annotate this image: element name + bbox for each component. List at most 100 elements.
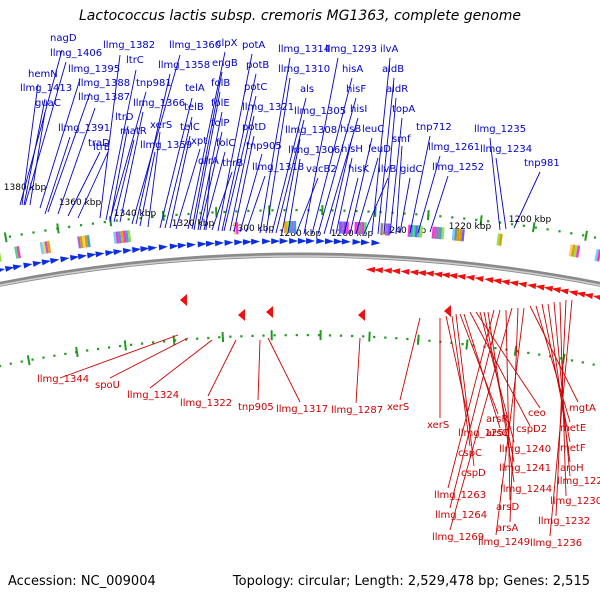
outer-dot (127, 218, 130, 221)
forward-label-group: ilvA (371, 44, 398, 235)
reverse-label-group: llmg_1236 (530, 299, 582, 549)
forward-gene-label: folE (211, 98, 230, 109)
scale-tick-label: 1300 kbp (232, 224, 275, 234)
feature-block (594, 248, 600, 262)
inner-dot (328, 334, 332, 337)
reverse-leader-line (257, 339, 261, 401)
inner-dot (538, 353, 541, 356)
forward-gene-label: folP (211, 118, 229, 129)
inner-dot (549, 355, 552, 358)
outer-dot (487, 220, 490, 223)
forward-gene-arrow (333, 238, 343, 245)
reverse-gene-arrow (365, 266, 376, 273)
inner-dot (527, 351, 530, 354)
forward-gene-arrow (186, 242, 196, 249)
inner-dot (141, 342, 144, 345)
forward-label-group: llmg_1395 (39, 64, 120, 209)
forward-gene-label: tnp981 (136, 78, 172, 89)
forward-gene-label: dfrA (198, 156, 219, 167)
reverse-leader-line (463, 313, 501, 429)
forward-gene-label: llmg_1388 (78, 78, 130, 89)
outer-dot (247, 209, 250, 212)
reverse-leader-line (475, 311, 541, 409)
reverse-gene-label: llmg_1240 (499, 444, 551, 455)
outer-dot (499, 221, 502, 224)
outer-dot (331, 209, 334, 212)
outer-dot (582, 234, 585, 237)
reverse-gene-arrow (551, 287, 561, 294)
reverse-gene-arrow (440, 272, 450, 279)
forward-leader-line (329, 137, 353, 235)
forward-leader-line (371, 57, 391, 235)
inner-dot (362, 335, 365, 338)
reverse-label-group: llmg_1287 (331, 337, 383, 416)
forward-gene-label: potD (242, 122, 266, 133)
forward-label-group: llmg_1305 (275, 106, 346, 234)
reverse-gene-label: cspD2 (516, 424, 547, 435)
forward-gene-arrow (205, 240, 216, 247)
reverse-gene-arrow (456, 273, 466, 280)
forward-gene-label: llmg_1358 (158, 60, 210, 71)
forward-label-group: leuD (355, 144, 391, 235)
reverse-gene-arrow (576, 291, 586, 298)
forward-gene-arrow (371, 239, 381, 246)
forward-gene-arrow (77, 253, 88, 260)
forward-label-group: folC (203, 138, 235, 231)
forward-label-group: hisF (317, 84, 366, 235)
inner-major-tick (221, 331, 225, 343)
forward-label-group: tnp905 (239, 141, 282, 233)
forward-label-group: folB (193, 78, 230, 231)
reverse-label-group: cspD (455, 313, 486, 479)
forward-leader-line (139, 151, 156, 227)
inner-dot (130, 343, 133, 346)
outer-dot (68, 225, 71, 228)
forward-leader-line (187, 51, 226, 230)
genome-backbone (0, 252, 600, 287)
forward-leader-line (323, 117, 359, 235)
outer-dot (79, 224, 83, 227)
feature-block (338, 221, 349, 234)
reverse-label-group: llmg_1269 (432, 307, 513, 543)
outer-dot (115, 219, 118, 222)
forward-label-group: aldR (383, 84, 408, 235)
forward-leader-line (135, 73, 171, 225)
forward-leader-line (317, 97, 357, 235)
forward-gene-arrow (158, 244, 168, 251)
reverse-gene-label: llmg_1324 (127, 390, 179, 401)
forward-gene-arrow (324, 238, 335, 245)
inner-dot (406, 337, 409, 341)
outer-dot (510, 223, 514, 226)
outer-dot (593, 236, 597, 239)
reverse-gene-arrow (448, 273, 458, 280)
reverse-gene-arrow (526, 283, 537, 290)
forward-gene-arrow (279, 238, 289, 245)
forward-gene-arrow (50, 257, 60, 264)
forward-leader-line (389, 117, 403, 235)
inner-dot (592, 363, 595, 366)
inner-dot (207, 336, 210, 340)
reverse-gene-label: llmg_1232 (538, 516, 590, 527)
reverse-leader-line (451, 315, 471, 447)
inner-dot (494, 347, 497, 350)
forward-leader-line (275, 119, 305, 234)
outer-dot (175, 213, 178, 216)
outer-dot (187, 212, 190, 216)
forward-gene-arrow (23, 262, 33, 269)
forward-gene-arrow (69, 254, 80, 261)
feature-block (568, 244, 581, 258)
outer-dot (343, 209, 346, 212)
forward-gene-label: tnp981 (524, 158, 560, 169)
forward-label-group: ilvB (363, 164, 396, 235)
reverse-leader-line (149, 339, 213, 389)
forward-leader-line (489, 137, 501, 231)
reverse-gene-arrow (373, 267, 383, 274)
reverse-gene-label: xerS (387, 402, 409, 413)
reverse-leader-line (495, 307, 525, 536)
forward-leader-line (44, 136, 71, 215)
forward-gene-label: telB (184, 102, 204, 113)
inner-dot (174, 339, 177, 342)
forward-gene-label: traD (88, 138, 110, 149)
inner-dot (295, 334, 298, 337)
reverse-label-group: llmg_1322 (180, 339, 237, 409)
